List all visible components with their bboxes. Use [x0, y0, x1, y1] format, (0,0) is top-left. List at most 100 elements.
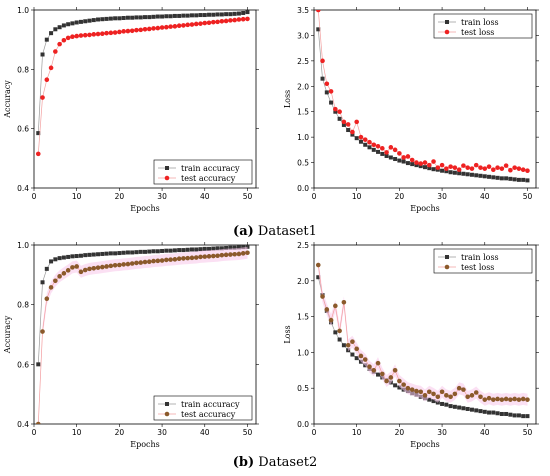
- data-point: [431, 391, 436, 397]
- data-point: [486, 164, 492, 169]
- data-point: [495, 411, 500, 416]
- data-point: [431, 167, 436, 172]
- data-point: [228, 245, 233, 250]
- series-group: [35, 10, 250, 157]
- x-tick-label: 30: [157, 428, 167, 437]
- data-point: [164, 248, 169, 253]
- data-point: [469, 393, 475, 398]
- data-point: [461, 387, 466, 392]
- data-point: [202, 20, 208, 26]
- data-point: [82, 267, 88, 273]
- data-point: [236, 11, 241, 16]
- data-point: [384, 378, 389, 384]
- x-axis-label: Epochs: [130, 440, 160, 449]
- data-point: [499, 397, 505, 402]
- x-tick-label: 20: [115, 192, 125, 201]
- data-point: [426, 389, 432, 395]
- data-point: [91, 252, 96, 257]
- x-tick-label: 40: [480, 428, 490, 437]
- data-point: [520, 396, 526, 402]
- data-point: [418, 389, 424, 395]
- y-axis-label: Accuracy: [3, 80, 12, 119]
- data-point: [362, 357, 368, 362]
- data-point: [228, 252, 233, 257]
- data-point: [70, 254, 75, 259]
- y-tick-label: 0.5: [297, 384, 309, 393]
- data-point: [324, 81, 330, 87]
- data-point: [219, 18, 225, 24]
- data-point: [215, 246, 220, 251]
- data-point: [189, 247, 194, 252]
- data-point: [61, 23, 66, 28]
- data-point: [49, 31, 54, 36]
- data-point: [461, 163, 466, 168]
- data-point: [228, 18, 233, 23]
- x-tick-label: 50: [243, 428, 253, 437]
- data-point: [508, 397, 513, 402]
- data-point: [78, 19, 83, 24]
- plot-frame: [33, 9, 257, 189]
- y-tick-label: 2.0: [297, 277, 309, 286]
- data-point: [504, 411, 509, 416]
- data-point: [181, 256, 186, 261]
- data-point: [320, 294, 325, 299]
- data-point: [240, 251, 246, 256]
- data-point: [159, 258, 165, 263]
- caption-b-text: Dataset2: [258, 455, 318, 470]
- data-point: [185, 22, 190, 28]
- x-axis-label: Epochs: [410, 440, 440, 449]
- chart-dataset2-loss: 0 10 20 30 40 50 0.0 0.5 1.0 1.5 2.0 2.5 Epochs Loss t…: [283, 241, 539, 449]
- data-point: [104, 251, 109, 256]
- data-point: [521, 414, 526, 419]
- data-point: [499, 166, 505, 171]
- data-point: [189, 22, 195, 27]
- data-point: [211, 19, 216, 25]
- data-point: [465, 406, 470, 411]
- y-tick-label: 3.5: [297, 6, 309, 15]
- data-point: [207, 246, 212, 251]
- data-point: [371, 147, 376, 152]
- data-point: [324, 90, 329, 95]
- data-point: [392, 147, 398, 153]
- data-point: [380, 371, 385, 377]
- data-point: [375, 143, 381, 149]
- y-tick-label: 0.6: [17, 360, 29, 369]
- data-point: [121, 262, 126, 267]
- data-point: [61, 37, 67, 43]
- data-point: [393, 157, 398, 162]
- data-point: [232, 17, 237, 23]
- data-point: [388, 375, 394, 380]
- data-point: [53, 278, 58, 284]
- data-point: [219, 12, 224, 17]
- x-tick-label: 30: [437, 428, 447, 437]
- data-point: [236, 245, 241, 250]
- data-point: [491, 397, 496, 402]
- data-point: [193, 255, 199, 260]
- x-tick-label: 50: [523, 192, 533, 201]
- data-point: [469, 172, 474, 177]
- legend-box: [153, 395, 253, 421]
- data-point: [198, 254, 203, 260]
- chart-dataset1-loss: 0 10 20 30 40 50 0.0 0.5 1.0 1.5 2.0 2.5 3.0 3.5 Epoch…: [283, 6, 539, 213]
- data-point: [117, 251, 122, 256]
- data-point: [354, 356, 359, 361]
- data-point: [138, 260, 144, 265]
- data-point: [130, 250, 135, 255]
- data-point: [358, 353, 364, 359]
- data-point: [444, 166, 449, 171]
- x-tick-label: 20: [395, 192, 405, 201]
- data-point: [240, 16, 246, 22]
- data-point: [245, 10, 250, 15]
- data-point: [134, 27, 139, 33]
- data-point: [219, 252, 225, 258]
- data-point: [452, 391, 458, 397]
- data-point: [151, 249, 156, 254]
- data-point: [384, 153, 389, 158]
- data-point: [388, 155, 393, 160]
- data-point: [435, 165, 441, 170]
- data-point: [65, 35, 71, 41]
- data-point: [112, 30, 118, 35]
- data-point: [189, 255, 195, 261]
- data-point: [70, 21, 75, 26]
- data-point: [202, 246, 207, 251]
